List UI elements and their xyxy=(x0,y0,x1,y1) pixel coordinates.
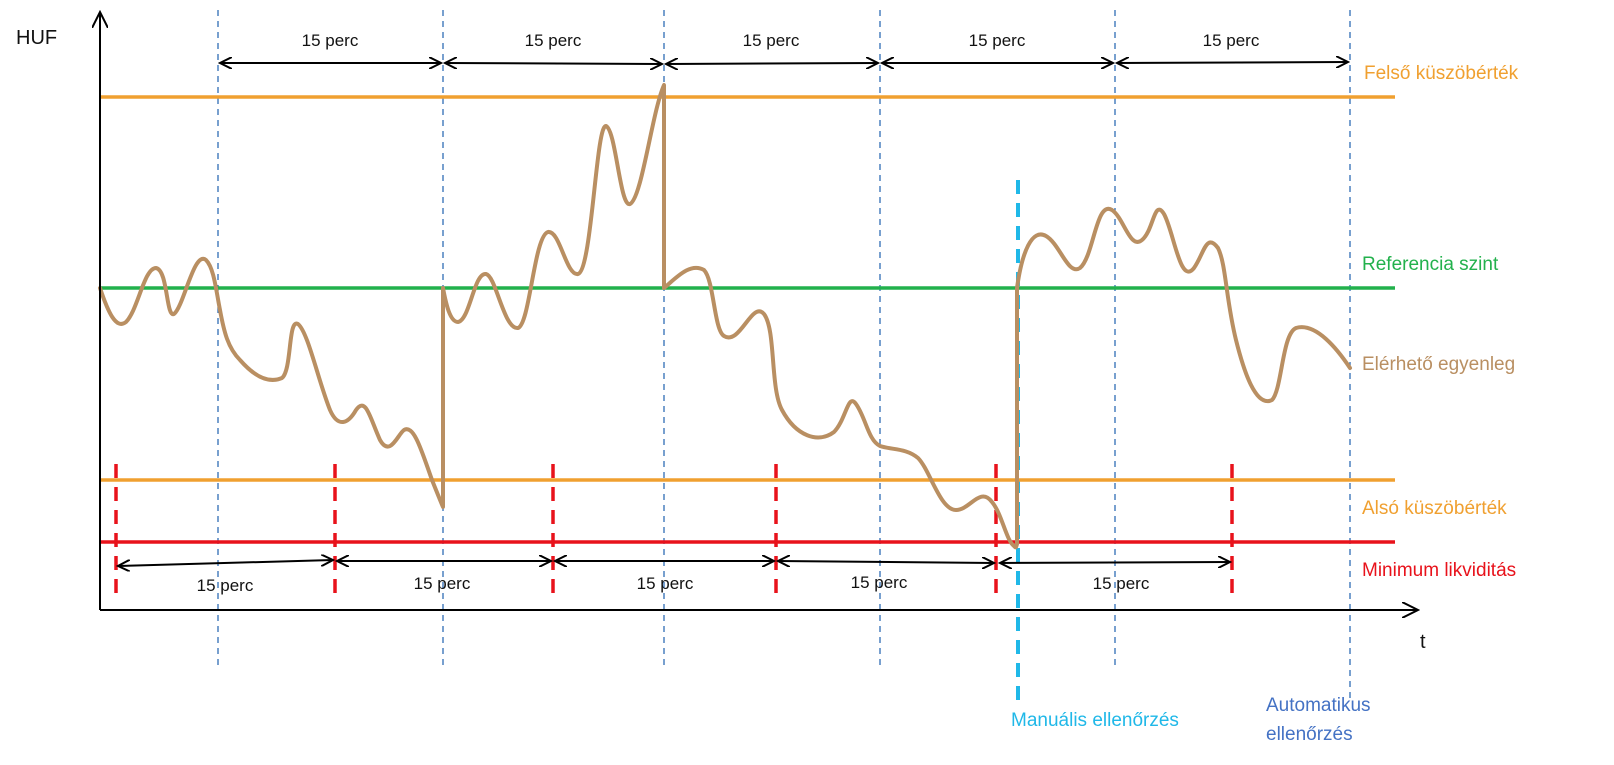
top-interval-arrows xyxy=(220,62,1348,64)
bottom-interval-label-3: 15 perc xyxy=(637,574,694,593)
top-interval-label-4: 15 perc xyxy=(969,31,1026,50)
available-balance-curve xyxy=(98,83,1352,550)
manual-check-label: Manuális ellenőrzés xyxy=(1011,710,1179,731)
top-interval-label-5: 15 perc xyxy=(1203,31,1260,50)
top-interval-arrow-2 xyxy=(445,63,662,64)
reference-level-label: Referencia szint xyxy=(1362,254,1499,275)
top-interval-label-3: 15 perc xyxy=(743,31,800,50)
x-axis-label: t xyxy=(1420,631,1426,653)
top-interval-label-1: 15 perc xyxy=(302,31,359,50)
lower-threshold-label: Alsó küszöbérték xyxy=(1362,498,1507,519)
bottom-interval-arrow-4 xyxy=(778,561,994,563)
bottom-interval-arrow-5 xyxy=(1000,562,1230,563)
minimum-liquidity-label: Minimum likviditás xyxy=(1362,560,1516,581)
top-interval-label-2: 15 perc xyxy=(525,31,582,50)
y-axis-label: HUF xyxy=(16,27,57,49)
upper-threshold-label: Felső küszöbérték xyxy=(1364,63,1519,84)
bottom-interval-label-1: 15 perc xyxy=(197,576,254,595)
top-interval-arrow-3 xyxy=(666,63,878,64)
bottom-interval-arrows xyxy=(118,560,1230,566)
automatic-check-label-line2: ellenőrzés xyxy=(1266,724,1353,745)
bottom-interval-label-2: 15 perc xyxy=(414,574,471,593)
automatic-check-lines xyxy=(217,10,1351,700)
top-interval-arrow-5 xyxy=(1117,62,1348,63)
bottom-interval-label-4: 15 perc xyxy=(851,573,908,592)
balance-label: Elérhető egyenleg xyxy=(1362,354,1515,375)
bottom-interval-label-5: 15 perc xyxy=(1093,574,1150,593)
bottom-interval-arrow-1 xyxy=(118,560,333,566)
automatic-check-label-line1: Automatikus xyxy=(1266,695,1371,716)
